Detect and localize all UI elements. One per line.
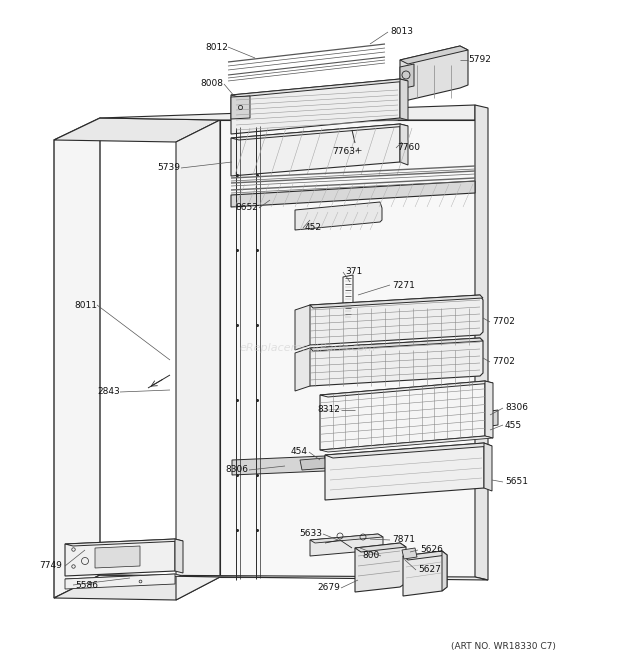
Polygon shape xyxy=(310,534,383,556)
Polygon shape xyxy=(54,575,220,600)
Text: 5792: 5792 xyxy=(468,56,491,65)
Polygon shape xyxy=(307,338,483,386)
Polygon shape xyxy=(231,124,400,176)
Polygon shape xyxy=(65,539,183,546)
Text: 8306: 8306 xyxy=(505,403,528,412)
Text: 2679: 2679 xyxy=(317,584,340,592)
Polygon shape xyxy=(65,539,175,576)
Polygon shape xyxy=(355,543,406,592)
Polygon shape xyxy=(320,436,493,452)
Polygon shape xyxy=(310,338,483,351)
Polygon shape xyxy=(295,348,310,391)
Text: (ART NO. WR18330 C7): (ART NO. WR18330 C7) xyxy=(451,641,556,650)
Text: 452: 452 xyxy=(305,223,322,233)
Polygon shape xyxy=(100,105,475,120)
Polygon shape xyxy=(403,551,447,560)
Polygon shape xyxy=(475,105,488,580)
Polygon shape xyxy=(231,79,408,97)
Polygon shape xyxy=(485,381,493,438)
Polygon shape xyxy=(95,546,140,568)
Text: 8012: 8012 xyxy=(205,42,228,52)
Polygon shape xyxy=(54,118,100,598)
Polygon shape xyxy=(231,124,408,140)
Polygon shape xyxy=(355,543,406,552)
Polygon shape xyxy=(231,181,475,207)
Polygon shape xyxy=(54,118,220,142)
Polygon shape xyxy=(400,124,408,165)
Polygon shape xyxy=(307,295,483,345)
Text: 7760: 7760 xyxy=(397,143,420,153)
Text: 8652: 8652 xyxy=(235,204,258,212)
Polygon shape xyxy=(220,120,475,577)
Polygon shape xyxy=(232,456,326,475)
Text: 454: 454 xyxy=(291,447,308,457)
Text: 371: 371 xyxy=(345,268,362,276)
Text: 8306: 8306 xyxy=(225,465,248,475)
Text: 8312: 8312 xyxy=(317,405,340,414)
Text: 5626: 5626 xyxy=(420,545,443,555)
Text: 8011: 8011 xyxy=(74,301,97,309)
Polygon shape xyxy=(65,574,183,581)
Text: 5586: 5586 xyxy=(75,580,98,590)
Polygon shape xyxy=(402,548,417,559)
Polygon shape xyxy=(325,443,492,458)
Polygon shape xyxy=(400,46,468,102)
Text: 2843: 2843 xyxy=(97,387,120,397)
Polygon shape xyxy=(403,551,447,596)
Polygon shape xyxy=(310,534,383,543)
Polygon shape xyxy=(231,79,400,134)
Polygon shape xyxy=(442,551,447,591)
Polygon shape xyxy=(400,64,414,89)
Polygon shape xyxy=(175,539,183,573)
Text: 5627: 5627 xyxy=(418,566,441,574)
Text: 7763: 7763 xyxy=(332,147,355,157)
Text: eReplacementParts.com: eReplacementParts.com xyxy=(240,343,376,353)
Text: 8013: 8013 xyxy=(390,28,413,36)
Polygon shape xyxy=(65,574,175,589)
Polygon shape xyxy=(320,381,493,397)
Text: 7271: 7271 xyxy=(392,280,415,290)
Polygon shape xyxy=(325,446,486,467)
Polygon shape xyxy=(231,96,250,119)
Text: 7702: 7702 xyxy=(492,317,515,327)
Text: 5633: 5633 xyxy=(299,529,322,539)
Text: 7702: 7702 xyxy=(492,358,515,366)
Polygon shape xyxy=(484,410,498,427)
Polygon shape xyxy=(295,202,382,230)
Text: 800: 800 xyxy=(363,551,380,561)
Text: 7749: 7749 xyxy=(39,561,62,570)
Polygon shape xyxy=(320,381,485,450)
Polygon shape xyxy=(100,575,488,580)
Polygon shape xyxy=(325,443,484,500)
Text: 8008: 8008 xyxy=(200,79,223,89)
Text: 5739: 5739 xyxy=(157,163,180,173)
Polygon shape xyxy=(300,458,327,470)
Polygon shape xyxy=(176,120,220,600)
Text: 7871: 7871 xyxy=(392,535,415,545)
Polygon shape xyxy=(295,305,310,350)
Polygon shape xyxy=(400,79,408,120)
Polygon shape xyxy=(484,443,492,491)
Text: 455: 455 xyxy=(505,420,522,430)
Text: 5651: 5651 xyxy=(505,477,528,486)
Polygon shape xyxy=(310,295,483,308)
Polygon shape xyxy=(400,46,468,64)
